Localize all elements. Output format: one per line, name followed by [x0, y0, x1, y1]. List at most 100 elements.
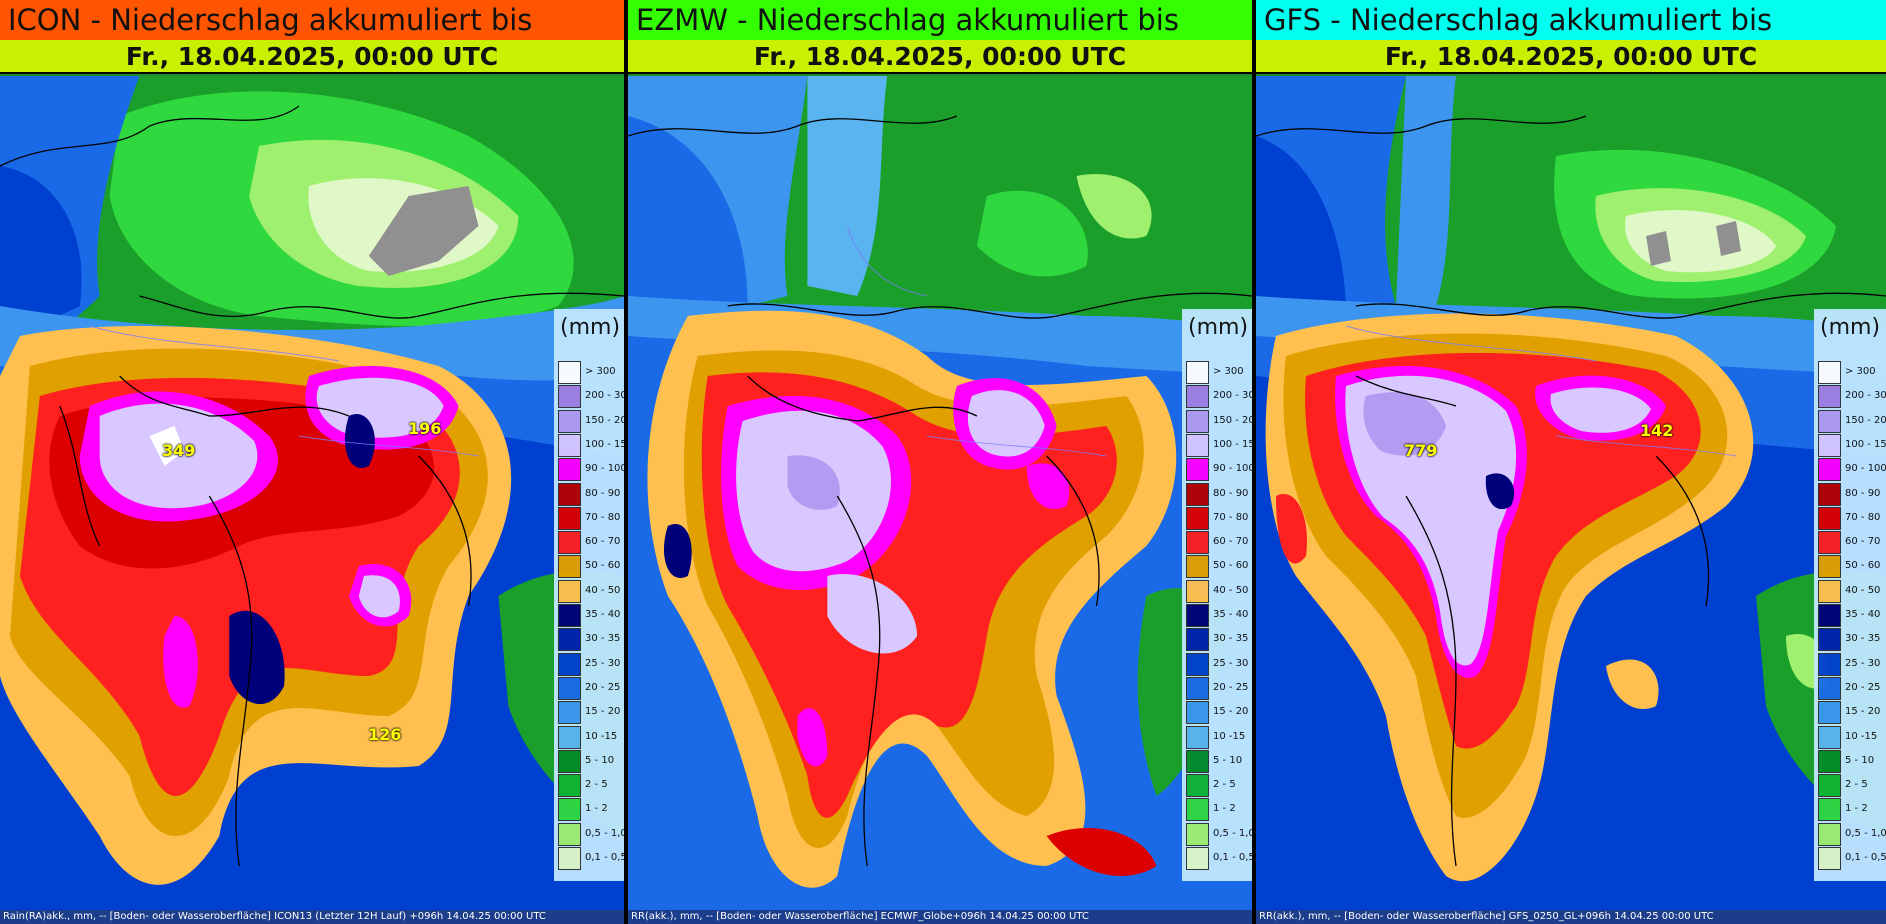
- legend-label: 15 - 20: [1213, 706, 1249, 718]
- legend-entry: 70 - 80: [1186, 506, 1252, 530]
- legend-entry: 15 - 20: [558, 701, 624, 725]
- legend-label: 70 - 80: [585, 511, 621, 523]
- legend-swatch: [558, 361, 581, 384]
- legend-entry: 2 - 5: [1186, 774, 1252, 798]
- legend-entry: 5 - 10: [558, 749, 624, 773]
- legend-label: 5 - 10: [585, 754, 615, 766]
- legend-label: 200 - 30: [1213, 390, 1254, 402]
- legend-swatch: [558, 749, 581, 773]
- legend-swatch: [1186, 458, 1209, 482]
- legend-swatch: [1186, 725, 1209, 749]
- legend-label: 20 - 25: [1845, 681, 1881, 693]
- legend-label: 10 -15: [585, 730, 618, 742]
- valid-time: Fr., 18.04.2025, 00:00 UTC: [1256, 40, 1886, 74]
- legend-swatch: [558, 433, 581, 457]
- legend-label: 0,5 - 1,0: [585, 827, 626, 839]
- legend-label: 90 - 100: [1845, 463, 1886, 475]
- legend-swatch: [1818, 652, 1841, 676]
- legend-swatch: [1186, 774, 1209, 798]
- legend-entry: 80 - 90: [1818, 482, 1886, 506]
- legend-swatch: [1186, 555, 1209, 579]
- valid-time: Fr., 18.04.2025, 00:00 UTC: [0, 40, 624, 74]
- legend-swatch: [1818, 725, 1841, 749]
- legend-swatch: [558, 409, 581, 433]
- legend-swatch: [1818, 506, 1841, 530]
- legend-swatch: [558, 652, 581, 676]
- legend-entry: 100 - 15: [1818, 433, 1886, 457]
- precipitation-map: [0, 76, 624, 910]
- legend-label: 150 - 20: [1213, 414, 1254, 426]
- legend-label: 35 - 40: [1845, 609, 1881, 620]
- legend-label: 60 - 70: [585, 536, 621, 548]
- panel-footer: RR(akk.), mm, -- [Boden- oder Wasserober…: [1256, 910, 1886, 924]
- legend-swatch: [1186, 433, 1209, 457]
- legend-label: 50 - 60: [1213, 560, 1249, 572]
- legend-swatch: [1818, 361, 1841, 384]
- legend-label: > 300: [585, 366, 616, 377]
- legend-entry: 2 - 5: [1818, 774, 1886, 798]
- legend-unit: (mm): [1820, 315, 1881, 340]
- legend-entry: 60 - 70: [1186, 531, 1252, 555]
- legend-label: 40 - 50: [1213, 584, 1249, 596]
- legend-entry: 60 - 70: [558, 531, 624, 555]
- legend-entry: 25 - 30: [1818, 652, 1886, 676]
- maximum-label: 349: [162, 441, 196, 460]
- legend-entry: 10 -15: [558, 725, 624, 749]
- legend-unit: (mm): [1188, 315, 1249, 340]
- legend-entry: 10 -15: [1186, 725, 1252, 749]
- panel-footer: RR(akk.), mm, -- [Boden- oder Wasserober…: [628, 910, 1252, 924]
- legend-label: 35 - 40: [585, 609, 621, 620]
- legend-swatch: [558, 725, 581, 749]
- legend-label: 10 -15: [1845, 730, 1878, 742]
- legend-label: 15 - 20: [585, 706, 621, 718]
- legend-swatch: [1818, 531, 1841, 555]
- legend-swatch: [558, 458, 581, 482]
- legend-swatch: [1818, 798, 1841, 822]
- legend-entry: 10 -15: [1818, 725, 1886, 749]
- legend-entry: 0,5 - 1,0: [558, 822, 626, 846]
- legend-swatch: [558, 604, 581, 627]
- legend-swatch: [1186, 506, 1209, 530]
- legend-entry: 0,1 - 0,5: [1818, 847, 1886, 870]
- legend-entry: 40 - 50: [1186, 579, 1252, 603]
- legend-label: 90 - 100: [585, 463, 626, 475]
- legend-swatch: [558, 798, 581, 822]
- legend-swatch: [558, 506, 581, 530]
- legend-entry: 100 - 15: [558, 433, 626, 457]
- legend-entry: 100 - 15: [1186, 433, 1254, 457]
- legend-entry: 30 - 35: [1818, 628, 1886, 652]
- legend-swatch: [558, 676, 581, 700]
- legend-label: 80 - 90: [1213, 487, 1249, 499]
- legend-label: 35 - 40: [1213, 609, 1249, 620]
- legend-swatch: [558, 774, 581, 798]
- legend-label: 0,5 - 1,0: [1845, 827, 1886, 839]
- legend-entry: 30 - 35: [558, 628, 624, 652]
- legend-entry: 80 - 90: [1186, 482, 1252, 506]
- legend-label: 25 - 30: [1845, 657, 1881, 669]
- legend-swatch: [558, 579, 581, 603]
- legend-swatch: [1186, 385, 1209, 409]
- legend-label: 200 - 30: [585, 390, 626, 402]
- legend-swatch: [558, 628, 581, 652]
- legend-swatch: [1818, 385, 1841, 409]
- legend-swatch: [1818, 579, 1841, 603]
- legend-swatch: [1186, 701, 1209, 725]
- legend-label: > 300: [1213, 366, 1244, 377]
- legend-entry: 1 - 2: [1186, 798, 1252, 822]
- legend-label: 100 - 15: [585, 438, 626, 450]
- legend-swatch: [1818, 701, 1841, 725]
- legend-swatch: [1818, 749, 1841, 773]
- legend-entry: 40 - 50: [1818, 579, 1886, 603]
- legend-label: 100 - 15: [1213, 438, 1254, 450]
- legend-label: 0,5 - 1,0: [1213, 827, 1254, 839]
- legend-entry: 5 - 10: [1818, 749, 1886, 773]
- legend-label: 50 - 60: [1845, 560, 1881, 572]
- legend-label: 25 - 30: [585, 657, 621, 669]
- legend-entry: > 300: [558, 361, 624, 384]
- legend-entry: 2 - 5: [558, 774, 624, 798]
- legend-entry: 200 - 30: [558, 385, 626, 409]
- legend-entry: 90 - 100: [1818, 458, 1886, 482]
- maximum-label: 779: [1404, 441, 1438, 460]
- legend-entry: 35 - 40: [1818, 604, 1886, 627]
- legend-entry: 0,1 - 0,5: [558, 847, 624, 870]
